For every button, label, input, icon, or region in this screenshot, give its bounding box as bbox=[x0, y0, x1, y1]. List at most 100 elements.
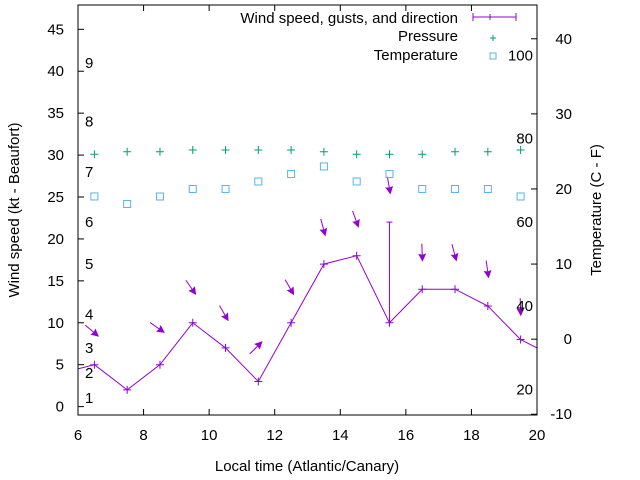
arrow-head bbox=[483, 269, 492, 279]
y-axis-label: Wind speed (kt - Beaufort) bbox=[6, 122, 23, 297]
wind-speed-line bbox=[77, 255, 538, 391]
arrow-head bbox=[188, 286, 197, 295]
wind-speed-point bbox=[254, 377, 263, 386]
wind-direction-arrow bbox=[185, 279, 197, 295]
wind-speed-point bbox=[287, 318, 296, 327]
beaufort-label: 3 bbox=[85, 340, 93, 357]
pressure-point bbox=[418, 150, 427, 159]
wind-speed-point bbox=[418, 285, 427, 294]
wind-speed-point bbox=[319, 260, 328, 269]
y2-tick-label: 20 bbox=[555, 181, 572, 198]
beaufort-label: 6 bbox=[85, 214, 93, 231]
fahrenheit-label: 20 bbox=[516, 381, 533, 398]
wind-speed-point bbox=[155, 360, 164, 369]
legend-pressure-label: Pressure bbox=[398, 28, 458, 45]
x-tick-label: 16 bbox=[398, 427, 415, 444]
plot-frame bbox=[77, 4, 538, 416]
legend: Wind speed, gusts, and direction Pressur… bbox=[240, 10, 517, 64]
y2-axis-label: Temperature (C - F) bbox=[588, 144, 605, 276]
temperature-point bbox=[418, 184, 427, 193]
y2-tick-label: -10 bbox=[550, 406, 572, 423]
legend-wind-sample bbox=[472, 13, 517, 21]
arrow-head bbox=[450, 252, 459, 262]
pressure-point bbox=[155, 147, 164, 156]
y2-tick-label: 40 bbox=[555, 31, 572, 48]
y-tick-label: 30 bbox=[47, 147, 64, 164]
pressure-point bbox=[254, 146, 263, 155]
x-tick-label: 14 bbox=[332, 427, 349, 444]
arrow-head bbox=[352, 218, 360, 228]
pressure-point bbox=[352, 150, 361, 159]
x-tick-label: 10 bbox=[201, 427, 218, 444]
y-tick-label: 5 bbox=[56, 357, 64, 374]
legend-pressure-sample bbox=[490, 35, 496, 41]
beaufort-label: 1 bbox=[85, 390, 93, 407]
arrow-head bbox=[418, 253, 427, 262]
temperature-point bbox=[385, 169, 394, 178]
y-tick-label: 25 bbox=[47, 189, 64, 206]
legend-temperature-label: Temperature bbox=[374, 47, 458, 64]
temperature-point bbox=[221, 184, 230, 193]
legend-wind-label: Wind speed, gusts, and direction bbox=[240, 10, 458, 27]
beaufort-label: 7 bbox=[85, 164, 93, 181]
wind-speed-point bbox=[188, 318, 197, 327]
pressure-point bbox=[90, 150, 99, 159]
temperature-point bbox=[90, 192, 99, 201]
arrow-head bbox=[319, 227, 328, 237]
wind-direction-arrow bbox=[516, 298, 525, 317]
wind-speed-point bbox=[90, 360, 99, 369]
fahrenheit-label: 80 bbox=[516, 131, 533, 148]
pressure-point bbox=[319, 147, 328, 156]
x-tick-label: 20 bbox=[529, 427, 546, 444]
y-tick-label: 15 bbox=[47, 273, 64, 290]
wind-direction-arrow bbox=[352, 210, 360, 228]
wind-speed-point bbox=[516, 335, 525, 344]
wind-gust-bar bbox=[386, 221, 393, 323]
temperature-point bbox=[188, 184, 197, 193]
beaufort-label: 2 bbox=[85, 365, 93, 382]
wind-speed-point bbox=[451, 285, 460, 294]
y-tick-label: 35 bbox=[47, 105, 64, 122]
arrow-head bbox=[516, 308, 525, 317]
temperature-point bbox=[451, 184, 460, 193]
y-tick-label: 45 bbox=[47, 21, 64, 38]
wind-speed-point bbox=[123, 385, 132, 394]
arrow-head bbox=[286, 286, 295, 296]
temperature-point bbox=[319, 162, 328, 171]
pressure-point bbox=[483, 147, 492, 156]
wind-speed-point bbox=[352, 251, 361, 260]
wind-direction-arrow bbox=[418, 243, 427, 262]
temperature-point bbox=[123, 199, 132, 208]
x-tick-label: 12 bbox=[266, 427, 283, 444]
arrow-head bbox=[90, 328, 99, 337]
temperature-point bbox=[287, 169, 296, 178]
y-tick-label: 20 bbox=[47, 231, 64, 248]
temperature-point bbox=[516, 192, 525, 201]
x-tick-label: 8 bbox=[139, 427, 147, 444]
wind-direction-arrow bbox=[84, 324, 99, 337]
fahrenheit-label: 60 bbox=[516, 214, 533, 231]
pressure-point bbox=[123, 147, 132, 156]
wind-speed-point bbox=[483, 302, 492, 311]
temperature-point bbox=[254, 177, 263, 186]
wind-direction-arrow bbox=[483, 260, 492, 279]
y-tick-label: 10 bbox=[47, 315, 64, 332]
wind-direction-arrow bbox=[249, 341, 263, 355]
arrow-head bbox=[254, 341, 263, 350]
fahrenheit-label: 40 bbox=[516, 298, 533, 315]
wind-direction-arrow bbox=[319, 218, 328, 237]
pressure-point bbox=[516, 146, 525, 155]
pressure-point bbox=[385, 150, 394, 159]
wind-direction-arrow bbox=[149, 322, 165, 333]
arrow-head bbox=[385, 185, 394, 195]
wind-direction-arrow bbox=[219, 305, 229, 322]
beaufort-label: 9 bbox=[85, 55, 93, 72]
wind-direction-arrow bbox=[385, 176, 394, 195]
y2-tick-label: 30 bbox=[555, 106, 572, 123]
temperature-point bbox=[483, 184, 492, 193]
y-tick-label: 0 bbox=[56, 399, 64, 416]
x-axis-label: Local time (Atlantic/Canary) bbox=[215, 458, 399, 475]
temperature-point bbox=[155, 192, 164, 201]
y2-tick-label: 10 bbox=[555, 256, 572, 273]
